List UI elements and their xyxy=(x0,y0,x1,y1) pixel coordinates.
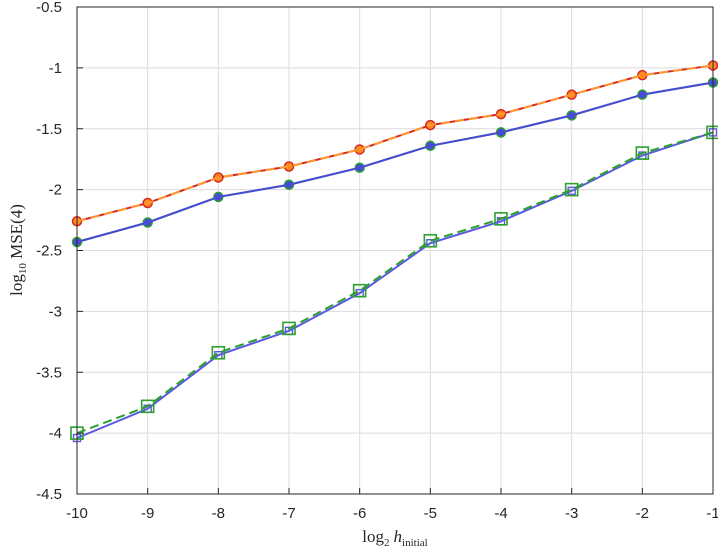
x-tick-label: -6 xyxy=(353,505,366,522)
x-tick-label: -2 xyxy=(636,505,649,522)
x-label-log: log xyxy=(362,527,384,546)
x-label-var: h xyxy=(394,527,403,546)
x-tick-label: -10 xyxy=(66,505,88,522)
y-tick-label: -3 xyxy=(49,303,62,320)
data-point xyxy=(140,399,155,414)
y-label-base: 10 xyxy=(17,263,29,275)
series-line xyxy=(76,64,714,223)
y-tick-label: -3.5 xyxy=(36,364,62,381)
data-point xyxy=(564,182,579,197)
series-1 xyxy=(71,60,718,227)
y-tick-label: -4.5 xyxy=(36,486,62,503)
series-line xyxy=(76,131,714,435)
x-tick-label: -3 xyxy=(565,505,578,522)
y-axis-label: log10 MSE(4) xyxy=(7,204,29,296)
x-tick-label: -1 xyxy=(706,505,718,522)
x-tick-label: -9 xyxy=(141,505,154,522)
x-tick-label: -5 xyxy=(424,505,437,522)
series-line xyxy=(76,131,714,439)
data-point xyxy=(211,345,226,360)
tick-labels: -10 -9 -8 -7 -6 -5 -4 -3 -2 -1 -0.5 -1 -1.5 -2 -2.5 -3 -… xyxy=(36,0,718,522)
y-tick-label: -0.5 xyxy=(36,0,62,16)
y-tick-label: -4 xyxy=(49,425,62,442)
x-label-base: 2 xyxy=(384,537,390,549)
y-tick-label: -1 xyxy=(49,60,62,77)
series-line xyxy=(76,81,714,243)
series-5 xyxy=(72,128,718,443)
series-layer xyxy=(70,60,718,443)
data-point xyxy=(352,283,367,298)
x-tick-label: -4 xyxy=(494,505,507,522)
y-tick-label: -2 xyxy=(49,182,62,199)
x-tick-label: -8 xyxy=(212,505,225,522)
data-point xyxy=(423,233,438,248)
series-line xyxy=(76,81,714,243)
data-point xyxy=(354,144,365,155)
x-axis-label: log2 hinitial xyxy=(362,527,427,549)
data-point xyxy=(282,321,296,336)
x-tick-label: -7 xyxy=(282,505,295,522)
series-2 xyxy=(76,64,714,223)
x-label-var-sub: initial xyxy=(402,537,428,549)
y-tick-label: -2.5 xyxy=(36,243,62,260)
y-label-log: log xyxy=(7,274,26,296)
y-label-rest: MSE(4) xyxy=(7,204,26,263)
series-3 xyxy=(71,77,718,248)
data-point xyxy=(494,212,508,226)
series-4 xyxy=(76,81,714,243)
y-tick-label: -1.5 xyxy=(36,121,62,138)
grid xyxy=(76,6,714,495)
data-point xyxy=(635,146,650,160)
series-line xyxy=(76,64,714,223)
